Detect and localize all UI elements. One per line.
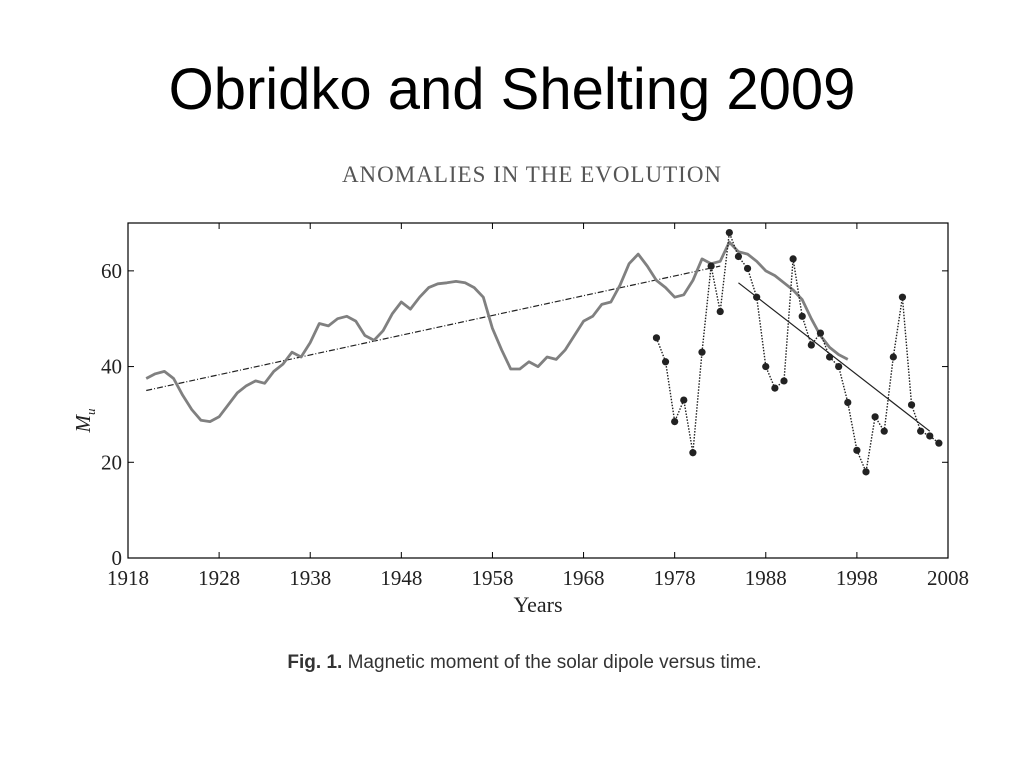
series-point [725,228,733,237]
series-point [671,418,679,426]
series-point [771,384,779,392]
y-axis-label-subscript: u [83,408,98,415]
series-point [780,377,788,385]
x-tick-label: 1948 [380,566,422,590]
figure-caption: Fig. 1. Magnetic moment of the solar dip… [0,652,1024,674]
series-point [898,293,907,301]
caption-label: Fig. 1. [287,652,343,673]
series-point [789,255,797,263]
series-point [816,329,825,337]
series-point [917,427,925,435]
figure-header: ANOMALIES IN THE EVOLUTION [341,162,723,187]
series-line-smooth [145,240,849,424]
series-point [698,348,706,356]
series-point [871,413,879,421]
series-point [862,468,870,476]
y-tick-label: 40 [101,355,122,379]
series-point [798,312,806,320]
series-point [853,446,861,454]
series-point [762,362,770,371]
x-tick-label: 1998 [836,566,878,590]
series-point [907,401,916,409]
x-tick-label: 2008 [927,566,969,590]
y-axis-label-symbol: M [71,414,95,434]
series-point [680,396,688,404]
slide-title: Obridko and Shelting 2009 [168,57,856,122]
series-point [825,353,834,361]
series-point [844,398,852,407]
y-tick-label: 0 [112,546,123,570]
series-point [935,439,943,447]
y-tick-label: 20 [101,450,122,474]
x-axis-label: Years [513,592,562,617]
series-point [743,264,752,273]
x-tick-label: 1928 [198,566,240,590]
x-tick-label: 1938 [289,566,331,590]
series-point [689,449,697,457]
series-point [889,353,897,361]
series-point [807,341,815,349]
series-point [753,293,761,301]
series-point [835,362,843,371]
x-tick-label: 1978 [654,566,696,590]
y-tick-label: 60 [101,259,122,283]
caption-text: Magnetic moment of the solar dipole vers… [347,652,762,673]
series-point [652,334,661,342]
plot-frame [127,222,949,559]
x-tick-label: 1968 [563,566,605,590]
series-point [880,427,888,435]
x-tick-label: 1918 [107,566,149,590]
x-tick-label: 1958 [471,566,513,590]
trend-line-dashdot [146,265,721,392]
x-tick-label: 1988 [745,566,787,590]
y-axis-label: Mu [71,408,98,434]
series-point [926,432,934,440]
series-point [707,262,715,270]
series-point [661,358,670,366]
series-point [716,307,724,316]
series-point [734,252,743,261]
trend-line-solid [738,282,931,432]
